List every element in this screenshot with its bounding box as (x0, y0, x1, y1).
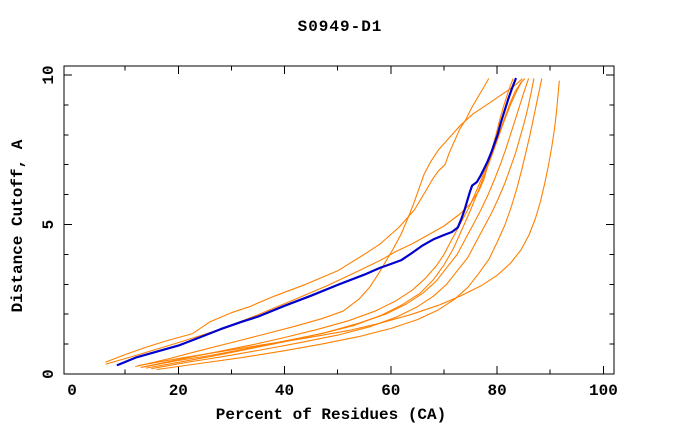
x-axis-label: Percent of Residues (CA) (215, 406, 447, 424)
y-axis-label: Distance Cutoff, A (9, 139, 27, 313)
series-line-model-08 (137, 80, 560, 367)
y-tick-label: 10 (40, 65, 58, 84)
series-line-model-04 (140, 78, 526, 368)
series-line-model-05 (145, 78, 529, 369)
x-tick-label: 40 (275, 382, 294, 400)
series-line-model-09 (143, 80, 523, 368)
series-line-model-02 (105, 78, 514, 365)
plot-frame (63, 65, 615, 375)
series-line-model-06 (151, 78, 535, 370)
x-tick-label: 100 (589, 382, 618, 400)
series-line-model-07 (156, 78, 543, 371)
y-tick-label: 5 (40, 220, 58, 230)
x-tick-label: 80 (487, 382, 506, 400)
series-line-highlighted-model (116, 77, 517, 367)
series-line-model-03 (135, 78, 523, 368)
x-tick-label: 60 (381, 382, 400, 400)
series-line-model-01 (105, 78, 490, 363)
y-tick-label: 0 (40, 369, 58, 379)
chart-title: S0949-D1 (297, 18, 383, 36)
x-tick-label: 0 (67, 382, 77, 400)
x-tick-label: 20 (169, 382, 188, 400)
